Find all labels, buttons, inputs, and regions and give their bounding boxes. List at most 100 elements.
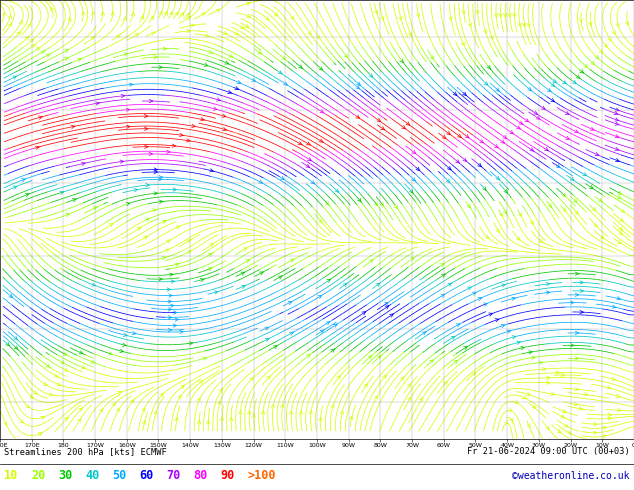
FancyArrowPatch shape bbox=[235, 87, 238, 90]
FancyArrowPatch shape bbox=[178, 395, 181, 399]
FancyArrowPatch shape bbox=[408, 384, 411, 388]
FancyArrowPatch shape bbox=[567, 431, 571, 434]
FancyArrowPatch shape bbox=[191, 124, 195, 127]
FancyArrowPatch shape bbox=[160, 393, 164, 397]
FancyArrowPatch shape bbox=[595, 152, 598, 155]
FancyArrowPatch shape bbox=[430, 360, 433, 364]
FancyArrowPatch shape bbox=[14, 336, 17, 340]
FancyArrowPatch shape bbox=[17, 32, 20, 35]
FancyArrowPatch shape bbox=[265, 327, 269, 330]
Text: 30: 30 bbox=[58, 469, 72, 482]
FancyArrowPatch shape bbox=[607, 386, 611, 389]
FancyArrowPatch shape bbox=[539, 239, 543, 242]
FancyArrowPatch shape bbox=[154, 411, 157, 415]
FancyArrowPatch shape bbox=[82, 366, 86, 369]
FancyArrowPatch shape bbox=[170, 12, 173, 16]
FancyArrowPatch shape bbox=[327, 279, 330, 283]
FancyArrowPatch shape bbox=[500, 213, 502, 217]
FancyArrowPatch shape bbox=[499, 14, 502, 17]
FancyArrowPatch shape bbox=[124, 17, 127, 21]
FancyArrowPatch shape bbox=[519, 121, 522, 124]
FancyArrowPatch shape bbox=[621, 209, 624, 212]
FancyArrowPatch shape bbox=[65, 214, 69, 217]
FancyArrowPatch shape bbox=[534, 111, 538, 114]
FancyArrowPatch shape bbox=[510, 418, 513, 422]
FancyArrowPatch shape bbox=[131, 400, 134, 403]
FancyArrowPatch shape bbox=[519, 213, 521, 217]
FancyArrowPatch shape bbox=[516, 237, 520, 240]
FancyArrowPatch shape bbox=[522, 396, 526, 399]
FancyArrowPatch shape bbox=[200, 278, 204, 282]
FancyArrowPatch shape bbox=[411, 257, 415, 261]
FancyArrowPatch shape bbox=[82, 162, 85, 166]
FancyArrowPatch shape bbox=[143, 421, 146, 424]
FancyArrowPatch shape bbox=[472, 372, 476, 376]
FancyArrowPatch shape bbox=[91, 12, 94, 15]
FancyArrowPatch shape bbox=[164, 47, 167, 50]
FancyArrowPatch shape bbox=[159, 66, 162, 69]
FancyArrowPatch shape bbox=[320, 110, 324, 113]
FancyArrowPatch shape bbox=[441, 294, 444, 297]
FancyArrowPatch shape bbox=[364, 384, 368, 388]
FancyArrowPatch shape bbox=[442, 135, 446, 139]
FancyArrowPatch shape bbox=[451, 336, 455, 340]
FancyArrowPatch shape bbox=[204, 63, 208, 66]
FancyArrowPatch shape bbox=[575, 272, 579, 275]
FancyArrowPatch shape bbox=[124, 53, 127, 56]
FancyArrowPatch shape bbox=[501, 284, 505, 287]
FancyArrowPatch shape bbox=[162, 220, 166, 223]
FancyArrowPatch shape bbox=[580, 281, 583, 284]
FancyArrowPatch shape bbox=[579, 19, 583, 22]
FancyArrowPatch shape bbox=[608, 413, 611, 416]
FancyArrowPatch shape bbox=[150, 99, 153, 103]
FancyArrowPatch shape bbox=[412, 150, 416, 154]
FancyArrowPatch shape bbox=[529, 351, 532, 354]
FancyArrowPatch shape bbox=[134, 189, 138, 192]
FancyArrowPatch shape bbox=[357, 82, 360, 85]
FancyArrowPatch shape bbox=[465, 135, 469, 138]
FancyArrowPatch shape bbox=[615, 122, 619, 125]
FancyArrowPatch shape bbox=[137, 227, 141, 230]
FancyArrowPatch shape bbox=[612, 30, 616, 34]
FancyArrowPatch shape bbox=[508, 408, 512, 411]
FancyArrowPatch shape bbox=[594, 223, 597, 227]
FancyArrowPatch shape bbox=[575, 357, 579, 360]
FancyArrowPatch shape bbox=[175, 417, 178, 421]
FancyArrowPatch shape bbox=[267, 376, 270, 379]
FancyArrowPatch shape bbox=[381, 16, 384, 20]
FancyArrowPatch shape bbox=[362, 312, 366, 315]
FancyArrowPatch shape bbox=[618, 196, 621, 199]
FancyArrowPatch shape bbox=[199, 381, 203, 384]
FancyArrowPatch shape bbox=[214, 107, 217, 110]
FancyArrowPatch shape bbox=[290, 411, 293, 415]
FancyArrowPatch shape bbox=[78, 58, 82, 61]
FancyArrowPatch shape bbox=[298, 142, 302, 145]
FancyArrowPatch shape bbox=[281, 404, 284, 408]
FancyArrowPatch shape bbox=[504, 190, 507, 193]
FancyArrowPatch shape bbox=[242, 285, 245, 289]
FancyArrowPatch shape bbox=[39, 116, 42, 119]
FancyArrowPatch shape bbox=[223, 127, 226, 131]
FancyArrowPatch shape bbox=[618, 241, 621, 244]
FancyArrowPatch shape bbox=[375, 10, 378, 14]
FancyArrowPatch shape bbox=[580, 310, 583, 314]
FancyArrowPatch shape bbox=[504, 420, 508, 423]
FancyArrowPatch shape bbox=[57, 383, 61, 386]
FancyArrowPatch shape bbox=[625, 22, 628, 25]
FancyArrowPatch shape bbox=[41, 416, 44, 419]
FancyArrowPatch shape bbox=[133, 331, 136, 335]
FancyArrowPatch shape bbox=[9, 294, 13, 297]
FancyArrowPatch shape bbox=[122, 343, 126, 346]
FancyArrowPatch shape bbox=[100, 409, 103, 413]
FancyArrowPatch shape bbox=[385, 302, 388, 306]
FancyArrowPatch shape bbox=[447, 131, 450, 135]
FancyArrowPatch shape bbox=[495, 14, 498, 17]
FancyArrowPatch shape bbox=[247, 14, 250, 17]
FancyArrowPatch shape bbox=[159, 11, 162, 15]
FancyArrowPatch shape bbox=[8, 15, 12, 19]
FancyArrowPatch shape bbox=[463, 92, 466, 96]
FancyArrowPatch shape bbox=[333, 324, 337, 327]
FancyArrowPatch shape bbox=[187, 240, 191, 243]
FancyArrowPatch shape bbox=[562, 193, 566, 196]
FancyArrowPatch shape bbox=[176, 226, 180, 229]
